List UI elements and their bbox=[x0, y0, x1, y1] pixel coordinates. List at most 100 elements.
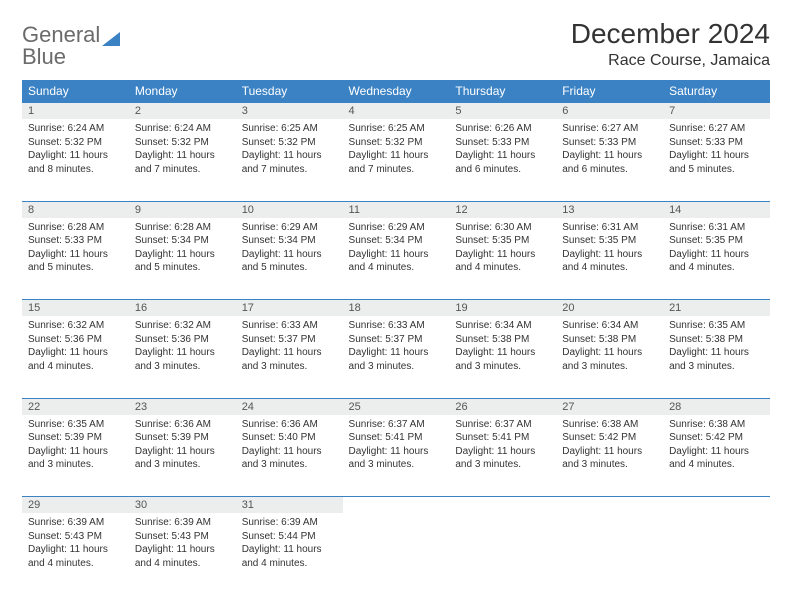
empty-cell bbox=[556, 513, 663, 595]
day-cell: Sunrise: 6:37 AMSunset: 5:41 PMDaylight:… bbox=[449, 415, 556, 497]
sunrise-text: Sunrise: 6:34 AM bbox=[562, 319, 657, 333]
weekday-header: Saturday bbox=[663, 80, 770, 103]
day-number-row: 293031 bbox=[22, 497, 770, 514]
sunset-text: Sunset: 5:39 PM bbox=[135, 431, 230, 445]
day-cell: Sunrise: 6:38 AMSunset: 5:42 PMDaylight:… bbox=[663, 415, 770, 497]
sunset-text: Sunset: 5:34 PM bbox=[242, 234, 337, 248]
title-month: December 2024 bbox=[571, 18, 770, 50]
sunset-text: Sunset: 5:33 PM bbox=[669, 136, 764, 150]
daylight-text: Daylight: 11 hours and 3 minutes. bbox=[562, 445, 657, 472]
sunset-text: Sunset: 5:33 PM bbox=[28, 234, 123, 248]
sunset-text: Sunset: 5:39 PM bbox=[28, 431, 123, 445]
logo-word-blue: Blue bbox=[22, 46, 120, 68]
day-cell: Sunrise: 6:26 AMSunset: 5:33 PMDaylight:… bbox=[449, 119, 556, 201]
day-number: 10 bbox=[236, 201, 343, 218]
sunrise-text: Sunrise: 6:31 AM bbox=[669, 221, 764, 235]
day-number: 4 bbox=[343, 103, 450, 120]
day-number: 16 bbox=[129, 300, 236, 317]
daylight-text: Daylight: 11 hours and 6 minutes. bbox=[562, 149, 657, 176]
day-number: 30 bbox=[129, 497, 236, 514]
sunset-text: Sunset: 5:36 PM bbox=[135, 333, 230, 347]
sunset-text: Sunset: 5:37 PM bbox=[242, 333, 337, 347]
calendar-page: General Blue December 2024 Race Course, … bbox=[0, 0, 792, 613]
sunrise-text: Sunrise: 6:32 AM bbox=[135, 319, 230, 333]
sunrise-text: Sunrise: 6:27 AM bbox=[562, 122, 657, 136]
day-body-row: Sunrise: 6:35 AMSunset: 5:39 PMDaylight:… bbox=[22, 415, 770, 497]
daylight-text: Daylight: 11 hours and 4 minutes. bbox=[562, 248, 657, 275]
day-cell: Sunrise: 6:32 AMSunset: 5:36 PMDaylight:… bbox=[129, 316, 236, 398]
sunset-text: Sunset: 5:43 PM bbox=[135, 530, 230, 544]
daylight-text: Daylight: 11 hours and 3 minutes. bbox=[28, 445, 123, 472]
day-number: 1 bbox=[22, 103, 129, 120]
sunset-text: Sunset: 5:38 PM bbox=[562, 333, 657, 347]
sunrise-text: Sunrise: 6:25 AM bbox=[349, 122, 444, 136]
day-cell: Sunrise: 6:33 AMSunset: 5:37 PMDaylight:… bbox=[236, 316, 343, 398]
sunrise-text: Sunrise: 6:39 AM bbox=[135, 516, 230, 530]
daylight-text: Daylight: 11 hours and 7 minutes. bbox=[242, 149, 337, 176]
day-cell: Sunrise: 6:24 AMSunset: 5:32 PMDaylight:… bbox=[129, 119, 236, 201]
calendar-table: SundayMondayTuesdayWednesdayThursdayFrid… bbox=[22, 80, 770, 595]
sunrise-text: Sunrise: 6:37 AM bbox=[455, 418, 550, 432]
sunrise-text: Sunrise: 6:35 AM bbox=[28, 418, 123, 432]
day-number-row: 15161718192021 bbox=[22, 300, 770, 317]
sunrise-text: Sunrise: 6:33 AM bbox=[242, 319, 337, 333]
day-body-row: Sunrise: 6:28 AMSunset: 5:33 PMDaylight:… bbox=[22, 218, 770, 300]
sunrise-text: Sunrise: 6:28 AM bbox=[28, 221, 123, 235]
daylight-text: Daylight: 11 hours and 4 minutes. bbox=[669, 445, 764, 472]
daylight-text: Daylight: 11 hours and 4 minutes. bbox=[349, 248, 444, 275]
day-number: 22 bbox=[22, 398, 129, 415]
weekday-header: Thursday bbox=[449, 80, 556, 103]
sunset-text: Sunset: 5:32 PM bbox=[349, 136, 444, 150]
day-cell: Sunrise: 6:27 AMSunset: 5:33 PMDaylight:… bbox=[663, 119, 770, 201]
day-number-row: 891011121314 bbox=[22, 201, 770, 218]
daylight-text: Daylight: 11 hours and 3 minutes. bbox=[455, 445, 550, 472]
daylight-text: Daylight: 11 hours and 5 minutes. bbox=[242, 248, 337, 275]
daylight-text: Daylight: 11 hours and 7 minutes. bbox=[135, 149, 230, 176]
weekday-header: Tuesday bbox=[236, 80, 343, 103]
weekday-header: Wednesday bbox=[343, 80, 450, 103]
day-number: 25 bbox=[343, 398, 450, 415]
weekday-header: Sunday bbox=[22, 80, 129, 103]
day-cell: Sunrise: 6:30 AMSunset: 5:35 PMDaylight:… bbox=[449, 218, 556, 300]
day-number: 21 bbox=[663, 300, 770, 317]
sunrise-text: Sunrise: 6:32 AM bbox=[28, 319, 123, 333]
empty-cell bbox=[343, 497, 450, 514]
daylight-text: Daylight: 11 hours and 5 minutes. bbox=[669, 149, 764, 176]
weekday-header-row: SundayMondayTuesdayWednesdayThursdayFrid… bbox=[22, 80, 770, 103]
sunrise-text: Sunrise: 6:27 AM bbox=[669, 122, 764, 136]
sunrise-text: Sunrise: 6:39 AM bbox=[28, 516, 123, 530]
sunset-text: Sunset: 5:43 PM bbox=[28, 530, 123, 544]
day-cell: Sunrise: 6:29 AMSunset: 5:34 PMDaylight:… bbox=[343, 218, 450, 300]
day-cell: Sunrise: 6:31 AMSunset: 5:35 PMDaylight:… bbox=[556, 218, 663, 300]
day-body-row: Sunrise: 6:39 AMSunset: 5:43 PMDaylight:… bbox=[22, 513, 770, 595]
day-cell: Sunrise: 6:32 AMSunset: 5:36 PMDaylight:… bbox=[22, 316, 129, 398]
empty-cell bbox=[449, 513, 556, 595]
sunset-text: Sunset: 5:35 PM bbox=[455, 234, 550, 248]
sunrise-text: Sunrise: 6:28 AM bbox=[135, 221, 230, 235]
sunset-text: Sunset: 5:33 PM bbox=[455, 136, 550, 150]
sunset-text: Sunset: 5:32 PM bbox=[242, 136, 337, 150]
day-cell: Sunrise: 6:39 AMSunset: 5:44 PMDaylight:… bbox=[236, 513, 343, 595]
day-body-row: Sunrise: 6:24 AMSunset: 5:32 PMDaylight:… bbox=[22, 119, 770, 201]
sunrise-text: Sunrise: 6:30 AM bbox=[455, 221, 550, 235]
day-number: 26 bbox=[449, 398, 556, 415]
logo-triangle-icon bbox=[102, 32, 120, 46]
sunrise-text: Sunrise: 6:26 AM bbox=[455, 122, 550, 136]
day-cell: Sunrise: 6:38 AMSunset: 5:42 PMDaylight:… bbox=[556, 415, 663, 497]
day-number: 8 bbox=[22, 201, 129, 218]
day-cell: Sunrise: 6:37 AMSunset: 5:41 PMDaylight:… bbox=[343, 415, 450, 497]
day-number-row: 22232425262728 bbox=[22, 398, 770, 415]
day-number: 3 bbox=[236, 103, 343, 120]
sunset-text: Sunset: 5:42 PM bbox=[669, 431, 764, 445]
sunset-text: Sunset: 5:41 PM bbox=[349, 431, 444, 445]
day-number: 13 bbox=[556, 201, 663, 218]
day-number: 11 bbox=[343, 201, 450, 218]
daylight-text: Daylight: 11 hours and 3 minutes. bbox=[455, 346, 550, 373]
day-cell: Sunrise: 6:36 AMSunset: 5:39 PMDaylight:… bbox=[129, 415, 236, 497]
day-cell: Sunrise: 6:39 AMSunset: 5:43 PMDaylight:… bbox=[22, 513, 129, 595]
day-cell: Sunrise: 6:31 AMSunset: 5:35 PMDaylight:… bbox=[663, 218, 770, 300]
sunrise-text: Sunrise: 6:24 AM bbox=[135, 122, 230, 136]
daylight-text: Daylight: 11 hours and 3 minutes. bbox=[349, 346, 444, 373]
sunrise-text: Sunrise: 6:33 AM bbox=[349, 319, 444, 333]
daylight-text: Daylight: 11 hours and 3 minutes. bbox=[562, 346, 657, 373]
